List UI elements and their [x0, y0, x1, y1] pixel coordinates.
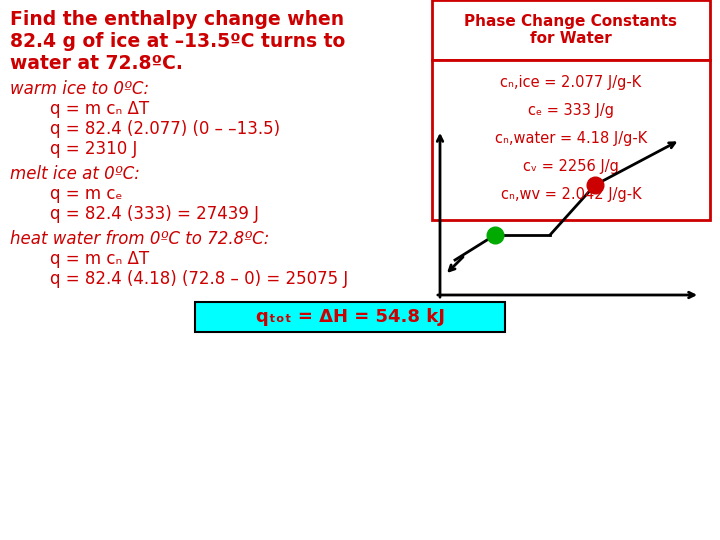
Text: Find the enthalpy change when: Find the enthalpy change when — [10, 10, 344, 29]
Text: cₙ,ice = 2.077 J/g-K: cₙ,ice = 2.077 J/g-K — [500, 75, 642, 90]
Text: q = m cₙ ΔT: q = m cₙ ΔT — [50, 100, 149, 118]
Text: melt ice at 0ºC:: melt ice at 0ºC: — [10, 165, 140, 183]
Text: water at 72.8ºC.: water at 72.8ºC. — [10, 54, 183, 73]
Text: 82.4 g of ice at –13.5ºC turns to: 82.4 g of ice at –13.5ºC turns to — [10, 32, 346, 51]
Text: cₙ,water = 4.18 J/g-K: cₙ,water = 4.18 J/g-K — [495, 131, 647, 146]
Text: q = 2310 J: q = 2310 J — [50, 140, 138, 158]
Text: q = m cₑ: q = m cₑ — [50, 185, 122, 203]
Text: q = 82.4 (2.077) (0 – –13.5): q = 82.4 (2.077) (0 – –13.5) — [50, 120, 280, 138]
Text: cₙ,wv = 2.042 J/g-K: cₙ,wv = 2.042 J/g-K — [500, 187, 642, 202]
Text: q = 82.4 (333) = 27439 J: q = 82.4 (333) = 27439 J — [50, 205, 259, 223]
FancyBboxPatch shape — [195, 302, 505, 332]
Text: q = m cₙ ΔT: q = m cₙ ΔT — [50, 250, 149, 268]
Text: warm ice to 0ºC:: warm ice to 0ºC: — [10, 80, 149, 98]
Text: q = 82.4 (4.18) (72.8 – 0) = 25075 J: q = 82.4 (4.18) (72.8 – 0) = 25075 J — [50, 270, 348, 288]
Text: Phase Change Constants
for Water: Phase Change Constants for Water — [464, 14, 678, 46]
Text: qₜₒₜ = ΔH = 54.8 kJ: qₜₒₜ = ΔH = 54.8 kJ — [256, 308, 444, 326]
FancyBboxPatch shape — [432, 60, 710, 220]
Text: heat water from 0ºC to 72.8ºC:: heat water from 0ºC to 72.8ºC: — [10, 230, 269, 248]
FancyBboxPatch shape — [432, 0, 710, 60]
Text: cₑ = 333 J/g: cₑ = 333 J/g — [528, 103, 614, 118]
Text: cᵥ = 2256 J/g: cᵥ = 2256 J/g — [523, 159, 619, 174]
